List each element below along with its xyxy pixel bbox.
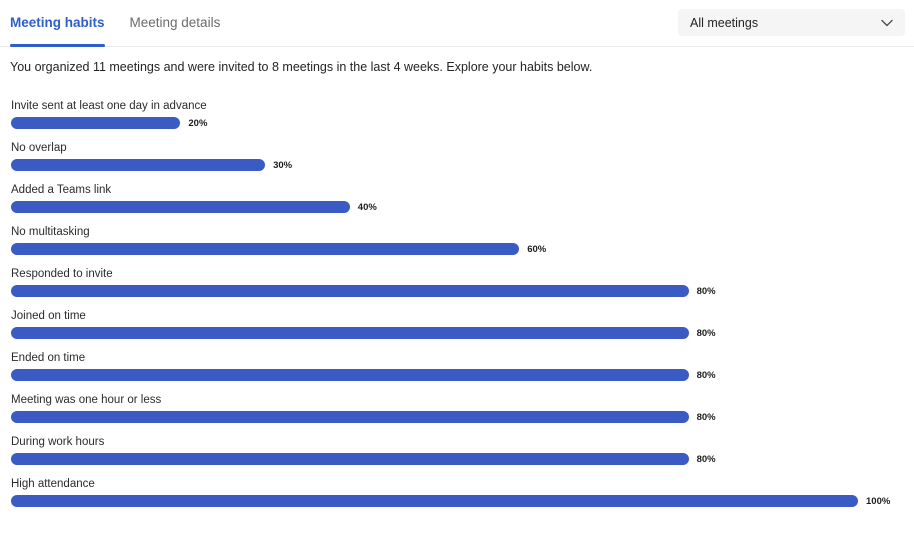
chevron-down-icon (881, 19, 893, 26)
habit-value: 80% (696, 327, 716, 339)
habit-row: No overlap 30% (11, 142, 903, 171)
habit-label: Ended on time (11, 352, 86, 364)
habit-bar-line: 80% (11, 285, 858, 297)
habit-bar-line: 80% (11, 411, 858, 423)
habit-bar (11, 453, 689, 465)
habit-value: 80% (696, 285, 716, 297)
habit-label: Meeting was one hour or less (11, 394, 162, 406)
habit-value: 40% (357, 201, 377, 213)
habit-label: High attendance (11, 478, 95, 490)
habit-bar-line: 60% (11, 243, 858, 255)
habit-bar (11, 159, 266, 171)
habit-label: During work hours (11, 436, 105, 448)
habit-value: 20% (188, 117, 208, 129)
habit-bar (11, 495, 858, 507)
habit-label: Responded to invite (11, 268, 113, 280)
habit-label: No multitasking (11, 226, 90, 238)
habit-value: 30% (273, 159, 293, 171)
habit-bar (11, 243, 520, 255)
habit-bar (11, 327, 689, 339)
habit-row: Responded to invite 80% (11, 268, 903, 297)
habit-label: Invite sent at least one day in advance (11, 100, 207, 112)
habit-value: 60% (527, 243, 547, 255)
tab-meeting-details[interactable]: Meeting details (130, 0, 221, 46)
habit-row: During work hours 80% (11, 436, 903, 465)
habit-row: Joined on time 80% (11, 310, 903, 339)
habit-bar (11, 117, 181, 129)
tab-list: Meeting habits Meeting details (10, 0, 904, 47)
habit-bar-line: 80% (11, 369, 858, 381)
habit-bar-line: 40% (11, 201, 858, 213)
habit-value: 80% (696, 411, 716, 423)
tab-meeting-habits[interactable]: Meeting habits (10, 0, 105, 47)
habit-bar-line: 30% (11, 159, 858, 171)
habit-bar-line: 80% (11, 453, 858, 465)
habit-bar-line: 20% (11, 117, 858, 129)
habits-bar-chart: Invite sent at least one day in advance 2… (0, 100, 914, 507)
habit-row: Added a Teams link 40% (11, 184, 903, 213)
habit-bar (11, 285, 689, 297)
habit-row: High attendance 100% (11, 478, 903, 507)
summary-text: You organized 11 meetings and were invit… (10, 60, 593, 74)
habit-bar (11, 201, 350, 213)
tab-label: Meeting details (129, 15, 221, 30)
habit-label: Joined on time (11, 310, 86, 322)
habit-bar (11, 411, 689, 423)
habit-label: No overlap (11, 142, 67, 154)
tab-label: Meeting habits (10, 15, 105, 30)
habit-row: Invite sent at least one day in advance 2… (11, 100, 903, 129)
header: Meeting habits Meeting details All meeti… (0, 0, 914, 47)
habit-bar (11, 369, 689, 381)
habit-row: Ended on time 80% (11, 352, 903, 381)
habit-label: Added a Teams link (11, 184, 112, 196)
meetings-filter-dropdown[interactable]: All meetings (678, 9, 905, 36)
habit-bar-line: 100% (11, 495, 890, 507)
habit-value: 80% (696, 453, 716, 465)
habit-value: 100% (866, 495, 891, 507)
dropdown-selected-value: All meetings (690, 15, 759, 30)
habit-row: No multitasking 60% (11, 226, 903, 255)
habit-value: 80% (696, 369, 716, 381)
habit-row: Meeting was one hour or less 80% (11, 394, 903, 423)
habit-bar-line: 80% (11, 327, 858, 339)
